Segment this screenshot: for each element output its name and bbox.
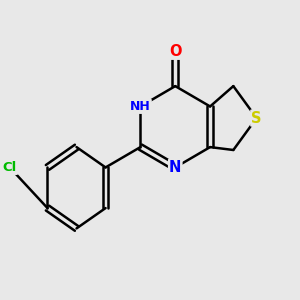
Text: O: O [169,44,182,59]
Text: Cl: Cl [3,161,17,174]
Text: S: S [251,111,262,126]
Text: N: N [169,160,182,175]
Text: NH: NH [130,100,151,113]
